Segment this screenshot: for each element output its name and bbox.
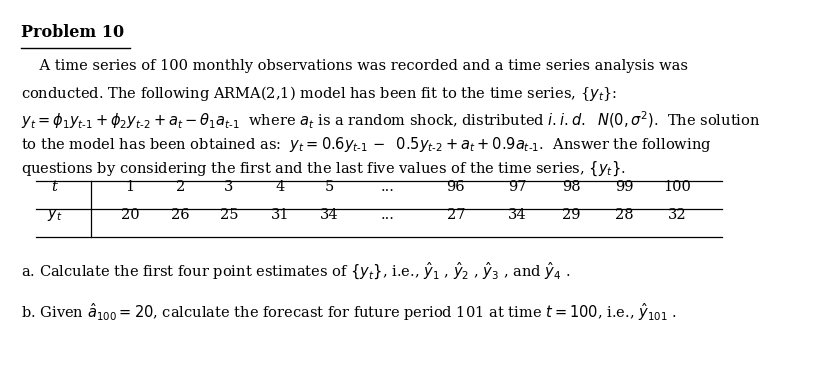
Text: 20: 20: [121, 208, 139, 222]
Text: 96: 96: [447, 180, 465, 194]
Text: 2: 2: [175, 180, 185, 194]
Text: A time series of 100 monthly observations was recorded and a time series analysi: A time series of 100 monthly observation…: [21, 59, 688, 73]
Text: to the model has been obtained as:  $y_t = 0.6y_{t\text{-}1}\, -\;\;0.5y_{t\text: to the model has been obtained as: $y_t …: [21, 135, 711, 154]
Text: Problem 10: Problem 10: [21, 24, 124, 41]
Text: 34: 34: [508, 208, 526, 222]
Text: 29: 29: [562, 208, 581, 222]
Text: $y_t$: $y_t$: [47, 206, 62, 223]
Text: 34: 34: [320, 208, 339, 222]
Text: 100: 100: [663, 180, 691, 194]
Text: 28: 28: [615, 208, 634, 222]
Text: ...: ...: [380, 180, 394, 194]
Text: questions by considering the first and the last five values of the time series, : questions by considering the first and t…: [21, 160, 626, 178]
Text: t: t: [51, 180, 58, 194]
Text: 4: 4: [275, 180, 285, 194]
Text: 25: 25: [220, 208, 238, 222]
Text: 97: 97: [508, 180, 526, 194]
Text: 27: 27: [447, 208, 465, 222]
Text: b. Given $\hat{a}_{100} = 20$, calculate the forecast for future period 101 at t: b. Given $\hat{a}_{100} = 20$, calculate…: [21, 301, 677, 323]
Text: $y_t = \phi_1 y_{t\text{-}1} + \phi_2 y_{t\text{-}2} + a_t - \theta_1 a_{t\text{: $y_t = \phi_1 y_{t\text{-}1} + \phi_2 y_…: [21, 110, 760, 131]
Text: 5: 5: [324, 180, 334, 194]
Text: 32: 32: [668, 208, 686, 222]
Text: 98: 98: [562, 180, 581, 194]
Text: 26: 26: [171, 208, 189, 222]
Text: 3: 3: [224, 180, 234, 194]
Text: 99: 99: [615, 180, 634, 194]
Text: a. Calculate the first four point estimates of $\{y_t\}$, i.e., $\hat{y}_1$ , $\: a. Calculate the first four point estima…: [21, 261, 571, 282]
Text: conducted. The following ARMA(2,1) model has been fit to the time series, {$y_t$: conducted. The following ARMA(2,1) model…: [21, 84, 617, 103]
Text: ...: ...: [380, 208, 394, 222]
Text: 1: 1: [126, 180, 134, 194]
Text: 31: 31: [271, 208, 289, 222]
